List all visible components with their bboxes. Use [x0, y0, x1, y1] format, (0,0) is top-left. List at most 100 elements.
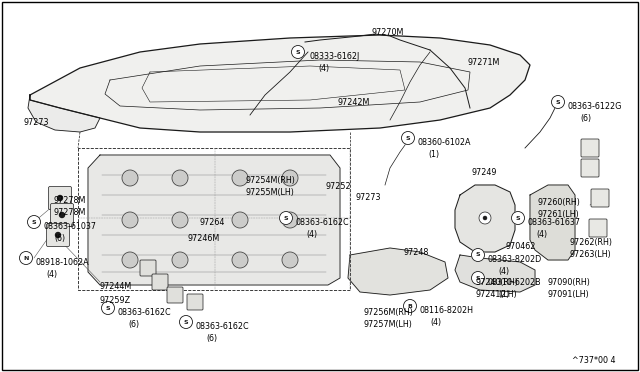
Circle shape [172, 212, 188, 228]
Text: S: S [184, 320, 188, 324]
Circle shape [403, 299, 417, 312]
Circle shape [483, 216, 487, 220]
Text: 97090(RH): 97090(RH) [548, 278, 591, 287]
FancyBboxPatch shape [581, 139, 599, 157]
Circle shape [122, 170, 138, 186]
Text: 97246M: 97246M [188, 234, 220, 243]
Text: 97242M: 97242M [338, 98, 371, 107]
Text: 97244M: 97244M [100, 282, 132, 291]
Text: S: S [476, 276, 480, 280]
Circle shape [172, 170, 188, 186]
Text: 97271M: 97271M [468, 58, 500, 67]
Text: 97249: 97249 [472, 168, 497, 177]
Text: S: S [476, 253, 480, 257]
Text: S: S [32, 219, 36, 224]
Polygon shape [530, 185, 575, 260]
Text: 97260(RH): 97260(RH) [538, 198, 581, 207]
FancyBboxPatch shape [589, 219, 607, 237]
Text: 970462: 970462 [506, 242, 536, 251]
Circle shape [282, 252, 298, 268]
Circle shape [122, 212, 138, 228]
Text: (4): (4) [498, 267, 509, 276]
Text: 97278M: 97278M [54, 196, 86, 205]
Circle shape [122, 252, 138, 268]
Circle shape [179, 315, 193, 328]
Polygon shape [28, 95, 100, 132]
FancyBboxPatch shape [51, 203, 74, 227]
Text: 08918-1062A: 08918-1062A [36, 258, 90, 267]
Text: 08333-6162J: 08333-6162J [310, 52, 360, 61]
Polygon shape [455, 185, 515, 252]
Circle shape [511, 212, 525, 224]
FancyBboxPatch shape [167, 287, 183, 303]
Text: 08363-6122G: 08363-6122G [568, 102, 622, 111]
FancyBboxPatch shape [152, 274, 168, 290]
Text: 97273: 97273 [24, 118, 49, 127]
Text: 97257M(LH): 97257M(LH) [364, 320, 413, 329]
Text: 97241(LH): 97241(LH) [476, 290, 518, 299]
Text: 08363-61037: 08363-61037 [44, 222, 97, 231]
Polygon shape [30, 35, 530, 132]
Text: 97278M: 97278M [54, 208, 86, 217]
Text: B: B [408, 304, 412, 308]
Text: S: S [284, 215, 288, 221]
Text: (1): (1) [428, 150, 439, 159]
Text: S: S [406, 135, 410, 141]
Text: (2): (2) [498, 290, 509, 299]
Circle shape [552, 96, 564, 109]
Circle shape [282, 212, 298, 228]
FancyBboxPatch shape [140, 260, 156, 276]
Circle shape [472, 248, 484, 262]
Text: (4): (4) [318, 64, 329, 73]
Text: 08363-6162C: 08363-6162C [118, 308, 172, 317]
Text: 97254M(RH): 97254M(RH) [246, 176, 296, 185]
Text: (4): (4) [46, 270, 57, 279]
Text: S: S [106, 305, 110, 311]
Circle shape [232, 170, 248, 186]
Circle shape [28, 215, 40, 228]
Text: 97261(LH): 97261(LH) [538, 210, 580, 219]
Circle shape [282, 170, 298, 186]
Text: (6): (6) [128, 320, 139, 329]
Text: 97264: 97264 [200, 218, 225, 227]
Text: N: N [23, 256, 29, 260]
Text: 97248: 97248 [404, 248, 429, 257]
Text: 08310-6202B: 08310-6202B [488, 278, 541, 287]
Circle shape [172, 252, 188, 268]
Circle shape [479, 212, 491, 224]
Text: 97240(RH): 97240(RH) [476, 278, 519, 287]
Text: (4): (4) [430, 318, 441, 327]
Text: ^737*00 4: ^737*00 4 [572, 356, 616, 365]
Text: 97270M: 97270M [372, 28, 404, 37]
FancyBboxPatch shape [49, 186, 72, 209]
Polygon shape [348, 248, 448, 295]
Text: 97273: 97273 [356, 193, 381, 202]
Circle shape [102, 301, 115, 314]
Text: 08363-8202D: 08363-8202D [488, 255, 542, 264]
Circle shape [19, 251, 33, 264]
Text: 08363-61637: 08363-61637 [528, 218, 581, 227]
Text: 97256M(RH): 97256M(RH) [364, 308, 414, 317]
Text: (6): (6) [54, 234, 65, 243]
Text: 08363-6162C: 08363-6162C [296, 218, 349, 227]
Text: 97252: 97252 [325, 182, 351, 191]
Circle shape [232, 252, 248, 268]
Polygon shape [455, 255, 535, 292]
Text: 97091(LH): 97091(LH) [548, 290, 589, 299]
Text: 08116-8202H: 08116-8202H [420, 306, 474, 315]
Polygon shape [88, 155, 340, 285]
Circle shape [58, 196, 63, 201]
FancyBboxPatch shape [187, 294, 203, 310]
Text: S: S [516, 215, 520, 221]
Text: S: S [556, 99, 560, 105]
FancyBboxPatch shape [581, 159, 599, 177]
Text: 97263(LH): 97263(LH) [570, 250, 612, 259]
Text: 97259Z: 97259Z [100, 296, 131, 305]
Text: (4): (4) [306, 230, 317, 239]
Text: (4): (4) [536, 230, 547, 239]
Circle shape [291, 45, 305, 58]
Text: (6): (6) [206, 334, 217, 343]
Text: (6): (6) [580, 114, 591, 123]
Text: 97255M(LH): 97255M(LH) [246, 188, 295, 197]
Circle shape [56, 232, 61, 237]
